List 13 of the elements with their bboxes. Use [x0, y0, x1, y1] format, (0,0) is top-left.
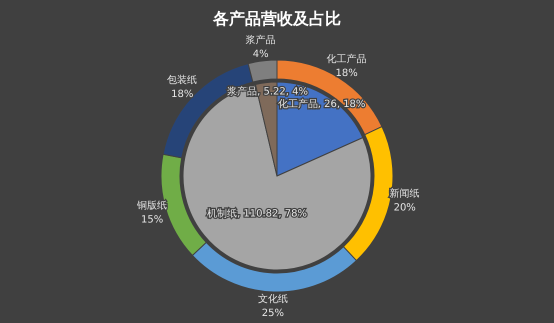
- slice-label: 机制纸, 110.82, 78%: [207, 207, 308, 220]
- data-label: 20%: [394, 202, 416, 214]
- slice-label: 浆产品: [246, 34, 276, 46]
- data-label: 15%: [141, 214, 164, 226]
- slice-label: 化工产品: [326, 53, 367, 66]
- data-label: 18%: [171, 89, 194, 100]
- data-label: 18%: [336, 68, 358, 80]
- slice-label: 包装纸: [167, 74, 198, 86]
- slice-label: 化工产品, 26, 18%: [278, 98, 366, 110]
- chart-title: 各产品营收及占比: [212, 9, 341, 28]
- data-label: 4%: [252, 49, 269, 60]
- data-label: 25%: [262, 308, 284, 319]
- slice-label: 文化纸: [258, 292, 288, 305]
